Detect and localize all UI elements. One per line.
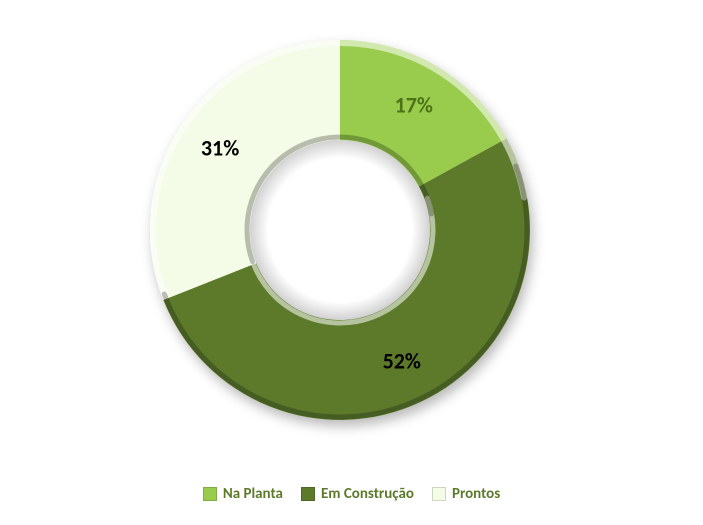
donut-chart-container: 17% 52% 31% Na Planta Em Construção Prontos xyxy=(0,0,703,525)
legend-swatch-em_construcao xyxy=(301,487,315,501)
pct-label-prontos: 31% xyxy=(201,135,239,162)
donut-chart-svg xyxy=(0,0,703,525)
legend-swatch-prontos xyxy=(432,487,446,501)
donut-hole-shade xyxy=(250,140,430,320)
pct-label-em_construcao: 52% xyxy=(383,348,421,375)
legend-swatch-na_planta xyxy=(203,487,217,501)
legend-item-prontos: Prontos xyxy=(432,485,500,503)
pct-label-na_planta: 17% xyxy=(395,92,433,119)
legend-label-prontos: Prontos xyxy=(452,485,500,503)
chart-legend: Na Planta Em Construção Prontos xyxy=(0,485,703,503)
legend-label-em_construcao: Em Construção xyxy=(321,485,414,503)
legend-item-em_construcao: Em Construção xyxy=(301,485,414,503)
legend-label-na_planta: Na Planta xyxy=(223,485,283,503)
legend-item-na_planta: Na Planta xyxy=(203,485,283,503)
